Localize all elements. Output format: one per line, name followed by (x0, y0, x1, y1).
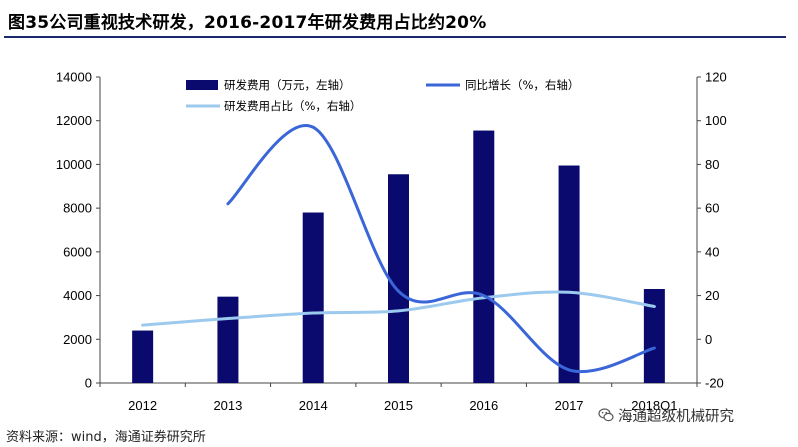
y-right-tick-label: -20 (705, 376, 724, 391)
bar-rd-expense (388, 174, 409, 383)
y-left-tick-label: 14000 (56, 70, 92, 85)
x-tick-label: 2016 (469, 398, 498, 413)
y-right-tick-label: 120 (705, 70, 727, 85)
x-tick-label: 2014 (299, 398, 328, 413)
line-rd-ratio (141, 290, 656, 327)
y-right-tick-label: 80 (705, 157, 719, 172)
bar-rd-expense (643, 289, 665, 383)
title-divider (4, 36, 786, 38)
x-tick-label: 2013 (213, 398, 242, 413)
y-left-tick-label: 8000 (63, 201, 92, 216)
x-tick-label: 2018Q1 (631, 398, 677, 413)
watermark: 海通超级机械研究 (598, 404, 734, 426)
chart-title: 图35公司重视技术研发，2016-2017年研发费用占比约20% (8, 13, 487, 33)
legend-label-growth: 同比增长（%，右轴） (465, 78, 579, 92)
bar-rd-expense (132, 330, 154, 383)
legend-label-bar: 研发费用（万元，左轴） (224, 78, 351, 92)
y-left-tick-label: 0 (85, 376, 92, 391)
y-left-tick-label: 12000 (56, 113, 92, 128)
y-right-tick-label: 0 (705, 332, 712, 347)
x-tick-label: 2015 (384, 398, 413, 413)
y-right-tick-label: 20 (705, 288, 719, 303)
y-left-tick-label: 2000 (63, 332, 92, 347)
y-right-tick-label: 60 (705, 201, 719, 216)
legend-label-ratio: 研发费用占比（%，右轴） (224, 99, 361, 113)
watermark-text: 海通超级机械研究 (618, 408, 734, 425)
title-bar: 图35公司重视技术研发，2016-2017年研发费用占比约20% (0, 0, 798, 44)
x-tick-label: 2017 (555, 398, 584, 413)
legend-swatch-bar (186, 80, 218, 90)
y-left-tick-label: 4000 (63, 288, 92, 303)
y-right-tick-label: 40 (705, 244, 719, 259)
bar-rd-expense (558, 165, 580, 383)
x-tick-label: 2012 (128, 398, 157, 413)
wechat-icon (598, 408, 614, 422)
y-left-tick-label: 10000 (56, 157, 92, 172)
bar-rd-expense (217, 296, 239, 383)
source-note: 资料来源：wind，海通证券研究所 (6, 430, 206, 445)
bar-rd-expense (473, 130, 495, 383)
bar-rd-expense (302, 212, 324, 383)
y-left-tick-label: 6000 (63, 244, 92, 259)
y-right-tick-label: 100 (705, 113, 727, 128)
line-yoy-growth (226, 123, 656, 373)
